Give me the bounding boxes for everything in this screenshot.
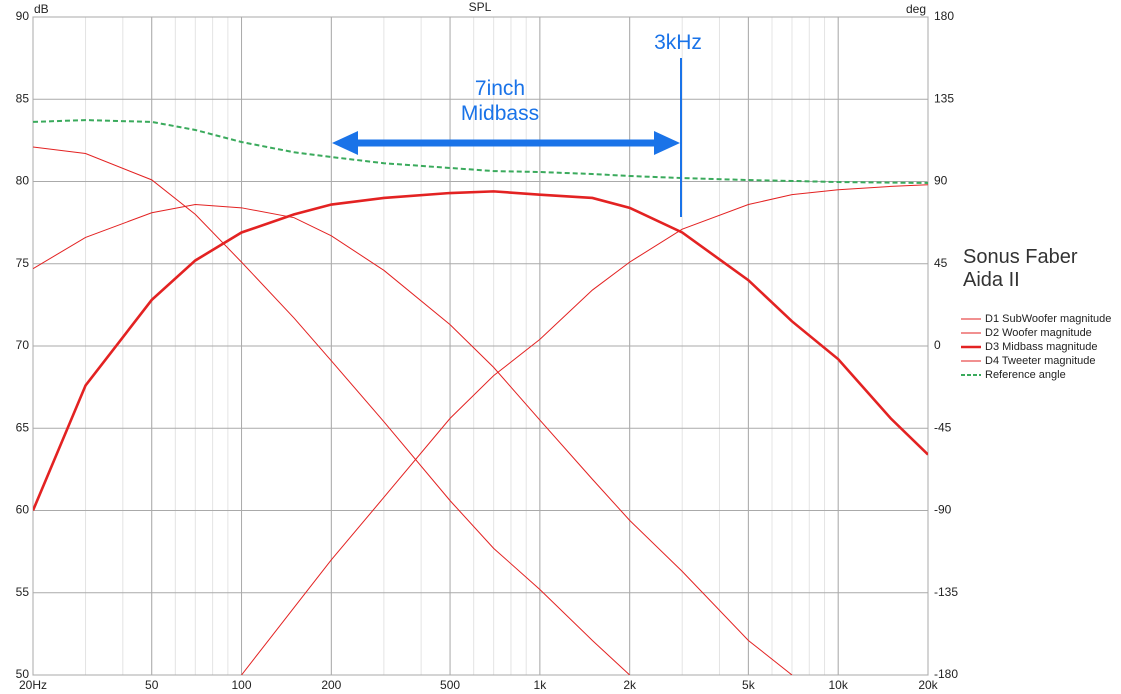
x-tick-label: 10k [829, 678, 849, 692]
x-tick-label: 5k [742, 678, 756, 692]
y2-tick-label: -135 [934, 585, 958, 599]
grid [32, 16, 929, 676]
y-tick-label: 60 [16, 503, 30, 517]
y2-tick-label: 45 [934, 256, 948, 270]
y-tick-label: 50 [16, 667, 30, 681]
plot-label: SPL [469, 0, 492, 14]
arrow-head [654, 131, 680, 155]
y2-tick-label: 90 [934, 174, 948, 188]
y2-tick-label: 135 [934, 91, 954, 105]
annotation-arrows [332, 58, 682, 217]
y2-tick-label: 180 [934, 9, 954, 23]
series-line [33, 190, 928, 512]
y2-tick-label: -45 [934, 420, 952, 434]
series-line [241, 184, 928, 675]
plot-lines [33, 119, 928, 675]
x-tick-label: 1k [534, 678, 548, 692]
y-tick-label: 80 [16, 174, 30, 188]
x-tick-label: 20k [918, 678, 938, 692]
y2-tick-label: -90 [934, 503, 952, 517]
annotation-text: 3kHz [654, 31, 702, 54]
x-tick-label: 500 [440, 678, 460, 692]
x-tick-label: 20Hz [19, 678, 47, 692]
y-tick-label: 75 [16, 256, 30, 270]
x-tick-label: 100 [232, 678, 252, 692]
y2-tick-label: -180 [934, 667, 958, 681]
y-tick-label: 55 [16, 585, 30, 599]
arrow-head [332, 131, 358, 155]
y2-axis-label: deg [906, 2, 926, 16]
legend-label: D1 SubWoofer magnitude [985, 313, 1111, 325]
annotation-text: 7inch Midbass [460, 77, 540, 125]
series-line [33, 204, 793, 675]
legend: D1 SubWoofer magnitude D2 Woofer magnitud… [961, 313, 1111, 381]
legend-label: D3 Midbass magnitude [985, 341, 1098, 353]
chart-title: Sonus Faber Aida II [963, 246, 1078, 291]
legend-label: D2 Woofer magnitude [985, 327, 1092, 339]
series-line [33, 119, 928, 184]
y-tick-label: 85 [16, 91, 30, 105]
y-tick-label: 90 [16, 9, 30, 23]
x-tick-label: 50 [145, 678, 159, 692]
y-tick-label: 65 [16, 420, 30, 434]
series-line [33, 146, 631, 675]
legend-label: Reference angle [985, 369, 1066, 381]
y-axis-label: dB [34, 2, 49, 16]
y2-tick-label: 0 [934, 338, 941, 352]
x-tick-label: 2k [623, 678, 637, 692]
y-tick-label: 70 [16, 338, 30, 352]
x-tick-label: 200 [321, 678, 341, 692]
legend-label: D4 Tweeter magnitude [985, 355, 1095, 367]
